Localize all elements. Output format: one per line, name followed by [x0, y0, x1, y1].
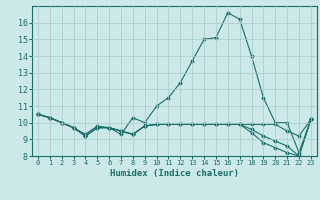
X-axis label: Humidex (Indice chaleur): Humidex (Indice chaleur) — [110, 169, 239, 178]
